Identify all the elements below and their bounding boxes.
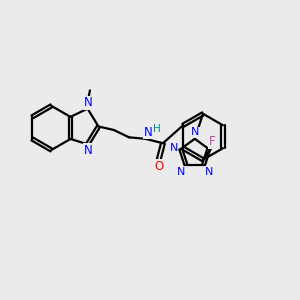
Text: N: N xyxy=(191,127,200,137)
Text: N: N xyxy=(144,126,153,139)
Text: N: N xyxy=(177,167,185,177)
Text: N: N xyxy=(169,142,178,152)
Text: N: N xyxy=(205,167,213,177)
Text: H: H xyxy=(153,124,160,134)
Text: F: F xyxy=(208,135,215,148)
Text: N: N xyxy=(84,144,92,157)
Text: N: N xyxy=(84,96,92,109)
Text: O: O xyxy=(154,160,163,173)
